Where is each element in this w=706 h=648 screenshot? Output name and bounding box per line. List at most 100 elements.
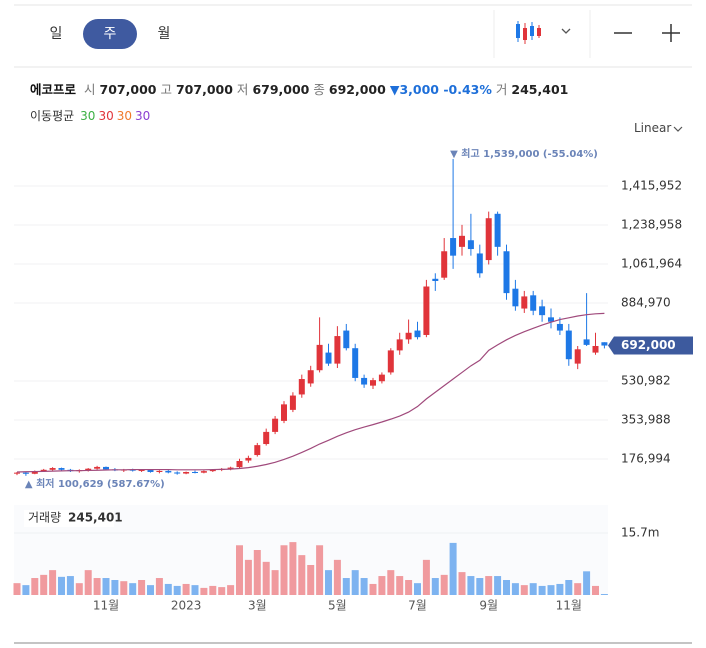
tab[interactable]: 월 [158,26,171,42]
tab[interactable]: 주 [104,26,117,42]
volume-bar [583,571,591,595]
volume-bar [218,587,226,595]
volume-bar [414,583,421,595]
scale-selector[interactable]: Linear [634,121,672,135]
volume-bar [66,576,74,595]
ma-period: 30 [80,109,96,123]
candle-body [289,395,296,410]
volume-bar [556,583,564,595]
volume-bar [227,585,235,595]
candle-body [307,370,314,384]
candle-body [467,240,474,250]
change: ▼3,000 -0.43% [389,82,492,97]
volume-bar [40,574,48,595]
candle-body [405,332,412,340]
candle-body [316,344,323,371]
candle-body [94,466,101,469]
candle-body [548,317,554,322]
x-tick-label: 2023 [171,599,202,613]
volume-bar [102,578,110,595]
candle-body [396,339,403,351]
candle-body [601,342,608,346]
moving-average [16,312,605,473]
volume-bar [431,578,439,595]
y-tick-label: 884,970 [621,296,671,310]
candle-body [245,457,252,461]
volume-bar [155,578,163,595]
field-value: 692,000 [328,82,386,97]
volume-bar [173,585,181,595]
volume-bar [422,559,430,595]
volume-bar [342,578,350,595]
chevron[interactable] [673,126,683,132]
volume-bar [387,570,395,595]
volume-bar [244,559,252,595]
volume-bar [236,545,243,595]
volume-bar [262,561,270,595]
candle-body [165,470,172,473]
volume-bar [22,585,30,595]
volume-bar [58,576,65,595]
volume-bar [405,580,413,595]
chart-type-icon[interactable] [516,21,541,44]
candle-body [174,472,181,474]
volume-bar [547,585,555,595]
ma-label: 이동평균 [30,109,75,123]
candle-body [494,213,501,247]
icon-part [523,28,527,40]
volume-bar [200,587,208,595]
stock-name: 에코프로 [30,82,77,97]
candle-body [236,460,243,468]
candle-body [512,288,519,307]
volume-bar [209,585,217,595]
volume-bar [271,570,279,595]
candle-body [183,472,190,474]
candle-body [22,472,29,474]
candle-body [263,431,270,445]
volume-bar [325,570,332,595]
volume-bar [333,559,341,595]
volume-bar [298,555,306,595]
volume-bar [280,545,288,595]
zoom-in[interactable] [662,24,680,42]
volume-bar [574,583,582,595]
volume-bar [369,583,377,595]
field-label: 거 [495,82,508,97]
volume-bar [538,585,546,595]
field-value: 245,401 [511,82,569,97]
volume-bar [111,580,119,595]
candle-body [156,470,163,473]
icon-part [537,28,541,36]
chevron[interactable] [561,28,571,34]
volume-bar [316,545,324,595]
candle-body [209,470,216,472]
candle-body [556,323,563,331]
candle-body [325,352,332,364]
candle-body [583,339,590,345]
y-tick-label: 176,994 [621,452,671,466]
y-tick-label: 1,061,964 [621,257,682,271]
candle-body [539,306,546,316]
volume-bar [120,581,128,595]
x-tick-label: 3월 [248,599,267,613]
info-bar: 에코프로 시 707,000 고 707,000 저 679,000 종 692,000 ▼3,0… [30,79,572,98]
ma-legend: 이동평균 30 30 30 30 [30,107,153,124]
candle-body [31,471,38,474]
volume-bar [138,580,146,595]
volume-bar [494,576,502,595]
volume-bar [49,570,57,595]
candle-body [103,466,109,470]
volume-bar [511,583,519,595]
volume-bar [289,542,297,595]
tab[interactable]: 일 [50,26,63,42]
candle-body [192,472,198,474]
volume-title: 거래량 [28,511,61,525]
volume-bar [565,580,573,595]
field-value: 707,000 [175,82,233,97]
field-label: 저 [236,82,249,97]
candle-body [370,380,376,386]
volume-bar [13,583,21,595]
volume-title-bg [24,510,114,527]
candle-body [200,471,207,473]
